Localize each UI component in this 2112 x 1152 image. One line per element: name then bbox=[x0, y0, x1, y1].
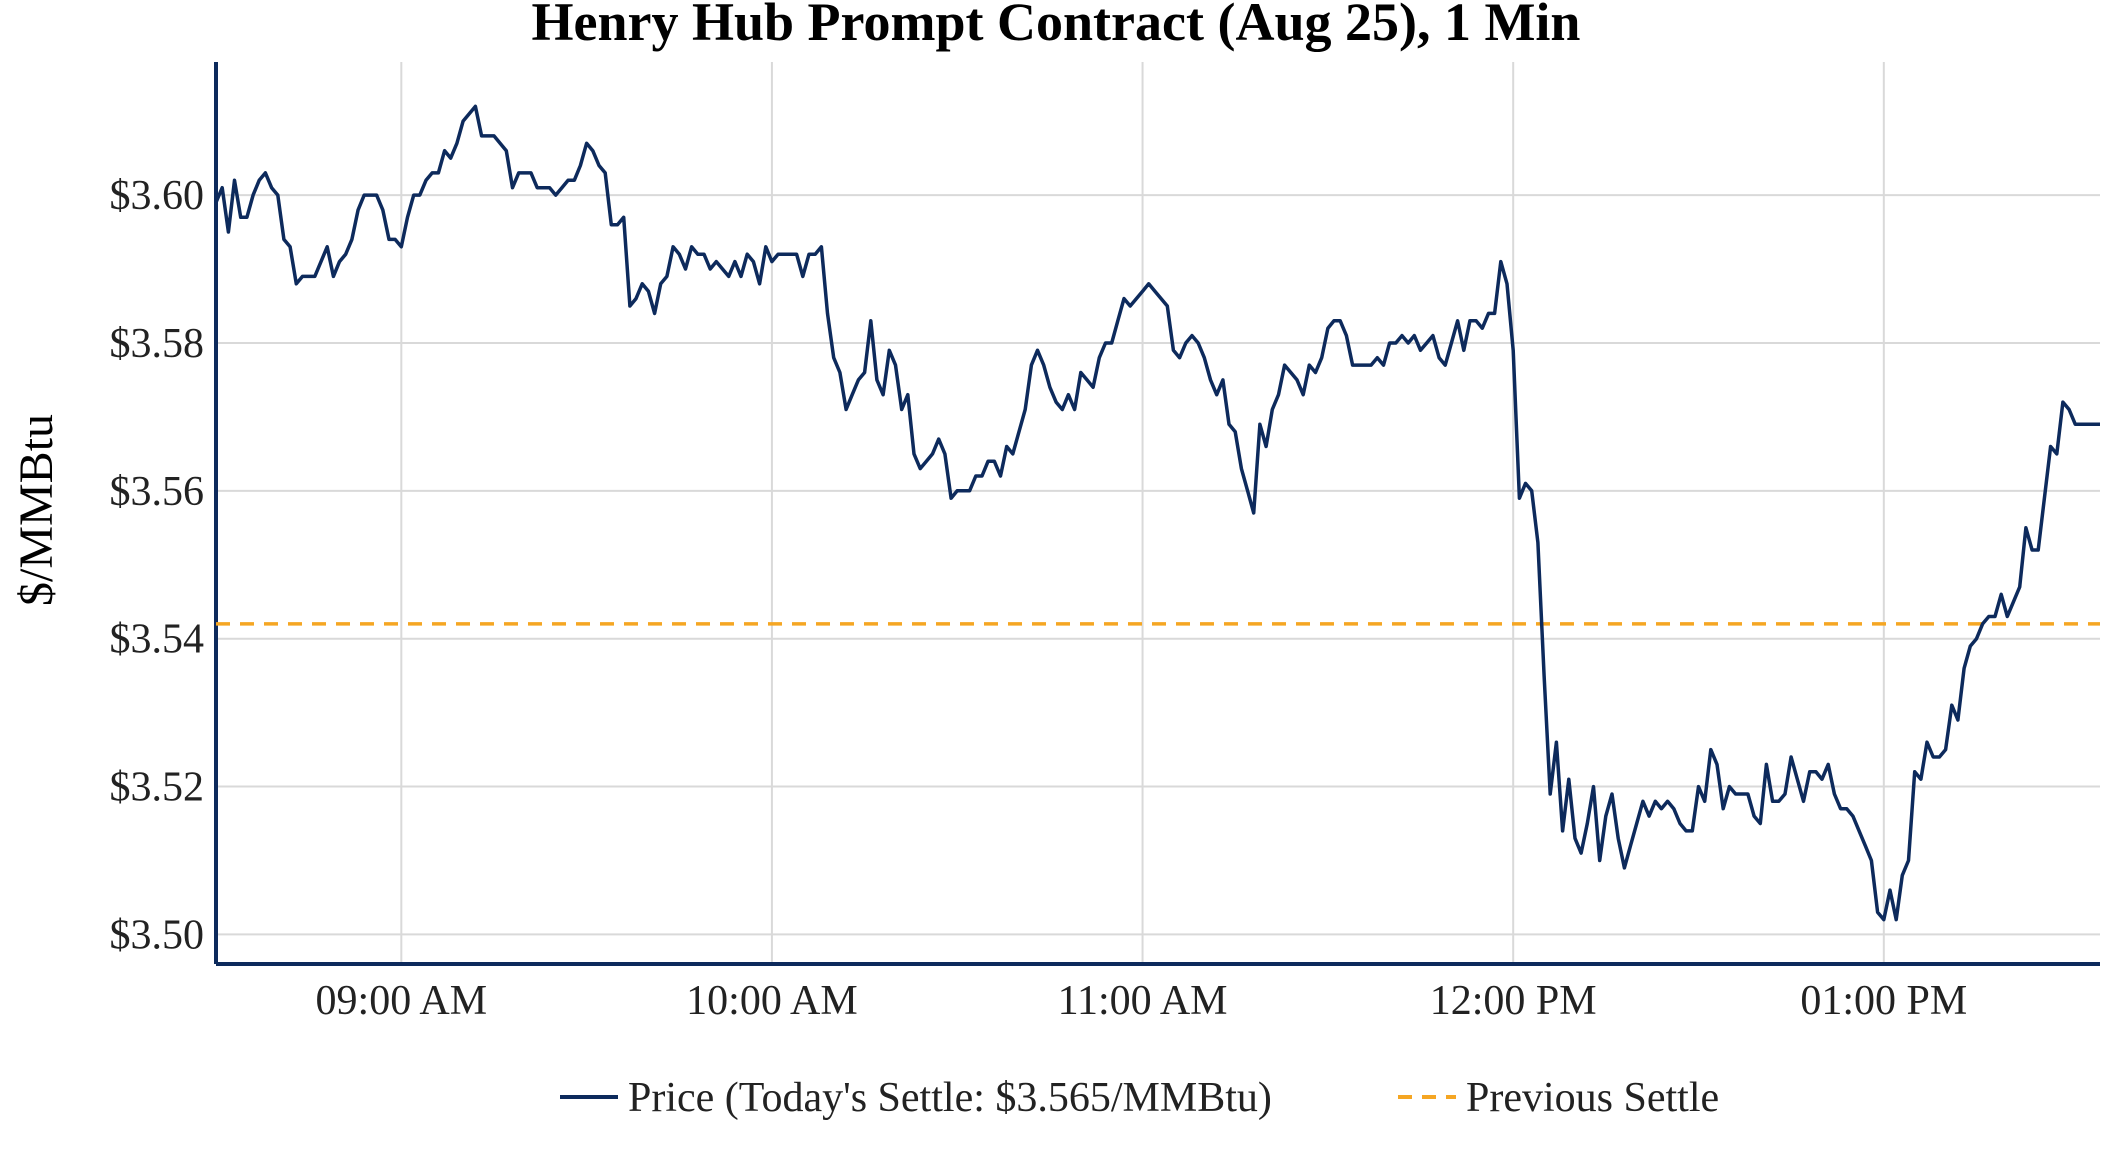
x-tick-label: 09:00 AM bbox=[316, 978, 488, 1024]
x-tick-label: 11:00 AM bbox=[1058, 978, 1228, 1024]
legend-label-price: Price (Today's Settle: $3.565/MMBtu) bbox=[628, 1075, 1272, 1121]
x-tick-label: 10:00 AM bbox=[686, 978, 858, 1024]
y-tick-label: $3.58 bbox=[110, 321, 205, 367]
y-tick-label: $3.54 bbox=[110, 617, 205, 663]
series bbox=[214, 104, 2100, 922]
legend-label-previous-settle: Previous Settle bbox=[1466, 1075, 1719, 1121]
x-tick-label: 12:00 PM bbox=[1430, 978, 1597, 1024]
legend: Price (Today's Settle: $3.565/MMBtu) Pre… bbox=[560, 1075, 1719, 1121]
price-line bbox=[214, 104, 2100, 922]
grid bbox=[216, 62, 2100, 964]
x-tick-label: 01:00 PM bbox=[1800, 978, 1967, 1024]
y-tick-label: $3.50 bbox=[110, 912, 205, 958]
y-tick-label: $3.52 bbox=[110, 765, 205, 811]
y-tick-label: $3.56 bbox=[110, 469, 205, 515]
axes: $3.50 $3.52 $3.54 $3.56 $3.58 $3.60 09:00 AM 10… bbox=[110, 62, 2100, 1024]
y-tick-label: $3.60 bbox=[110, 173, 205, 219]
chart-title: Henry Hub Prompt Contract (Aug 25), 1 Mi… bbox=[532, 0, 1581, 52]
y-axis-label: $/MMBtu bbox=[10, 414, 63, 606]
